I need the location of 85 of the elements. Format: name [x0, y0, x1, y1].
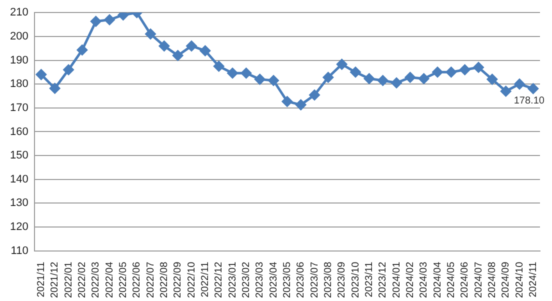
x-tick-label: 2021/12 — [50, 261, 61, 298]
point — [418, 73, 430, 84]
point — [282, 96, 292, 107]
point — [90, 16, 102, 27]
point — [50, 83, 60, 94]
y-tick-label: 200 — [10, 30, 28, 42]
point — [227, 68, 238, 78]
point — [296, 100, 306, 110]
x-tick-label: 2024/05 — [446, 261, 457, 298]
x-tick-label: 2024/10 — [514, 261, 526, 298]
point — [36, 69, 46, 80]
point — [200, 45, 210, 56]
x-tick-label: 2023/06 — [296, 261, 307, 298]
point — [336, 59, 348, 70]
y-tick-label: 210 — [10, 6, 28, 19]
point — [528, 83, 538, 94]
point — [322, 72, 334, 83]
x-tick-label: 2024/04 — [432, 261, 444, 298]
point — [309, 90, 320, 100]
y-tick-label: 110 — [10, 244, 28, 257]
point — [500, 86, 512, 96]
x-tick-label: 2022/09 — [172, 261, 184, 298]
x-tick-label: 2024/03 — [418, 261, 430, 298]
x-tick-label: 2024/06 — [460, 261, 471, 298]
point — [145, 28, 156, 40]
x-tick-label: 2023/09 — [336, 261, 348, 298]
x-tick-label: 2023/01 — [227, 261, 238, 298]
x-tick-label: 2024/01 — [391, 261, 402, 298]
point — [391, 78, 402, 88]
x-tick-label: 2023/03 — [254, 261, 266, 298]
x-tick-label: 2023/04 — [268, 261, 280, 298]
x-tick-label: 2024/07 — [473, 261, 484, 298]
point — [514, 78, 525, 90]
x-tick-label: 2023/02 — [240, 261, 252, 298]
x-tick-label: 2022/11 — [200, 261, 211, 298]
x-tick-label: 2024/02 — [404, 261, 416, 298]
y-tick-label: 120 — [10, 221, 28, 234]
point — [378, 75, 388, 86]
point — [214, 60, 224, 72]
point — [76, 44, 88, 56]
point — [268, 75, 279, 86]
x-tick-label: 2022/05 — [118, 261, 129, 298]
x-tick-label: 2022/04 — [104, 261, 116, 298]
y-tick-label: 170 — [10, 102, 28, 114]
y-tick-label: 160 — [10, 126, 28, 138]
x-tick-label: 2024/09 — [500, 261, 512, 298]
x-tick-label: 2023/05 — [282, 261, 293, 298]
x-tick-label: 2022/12 — [214, 261, 225, 298]
point — [446, 66, 456, 78]
x-tick-label: 2022/03 — [90, 261, 102, 298]
y-tick-label: 190 — [10, 54, 28, 66]
x-tick-label: 2023/08 — [322, 261, 334, 298]
x-tick-label: 2024/08 — [486, 261, 498, 298]
point — [404, 72, 416, 83]
x-tick-label: 2021/11 — [36, 261, 47, 298]
point — [118, 12, 128, 20]
point — [460, 64, 470, 76]
x-tick-label: 2024/11 — [528, 261, 539, 298]
point — [254, 74, 266, 85]
x-tick-label: 2023/11 — [364, 261, 375, 298]
x-tick-label: 2023/10 — [350, 261, 362, 298]
x-tick-label: 2023/12 — [378, 261, 389, 298]
point — [172, 50, 184, 61]
y-tick-label: 150 — [10, 150, 28, 162]
y-tick-label: 140 — [10, 173, 28, 186]
x-tick-label: 2022/07 — [145, 261, 156, 298]
point — [432, 66, 443, 78]
x-tick-label: 2022/10 — [186, 261, 198, 298]
point — [486, 74, 498, 85]
point — [473, 62, 484, 73]
point — [240, 68, 252, 78]
point — [104, 14, 115, 25]
x-tick-label: 2023/07 — [309, 261, 320, 298]
point — [350, 66, 361, 78]
point — [186, 40, 197, 52]
x-tick-label: 2022/06 — [132, 261, 143, 298]
y-tick-label: 180 — [10, 78, 28, 90]
x-tick-label: 2022/08 — [158, 261, 170, 298]
x-tick-label: 2022/01 — [63, 261, 74, 298]
x-tick-label: 2022/02 — [76, 261, 88, 298]
point — [63, 64, 74, 76]
point — [158, 40, 170, 52]
y-tick-label: 130 — [10, 197, 28, 210]
point — [364, 73, 374, 84]
data-label: 178.10 — [514, 95, 545, 106]
